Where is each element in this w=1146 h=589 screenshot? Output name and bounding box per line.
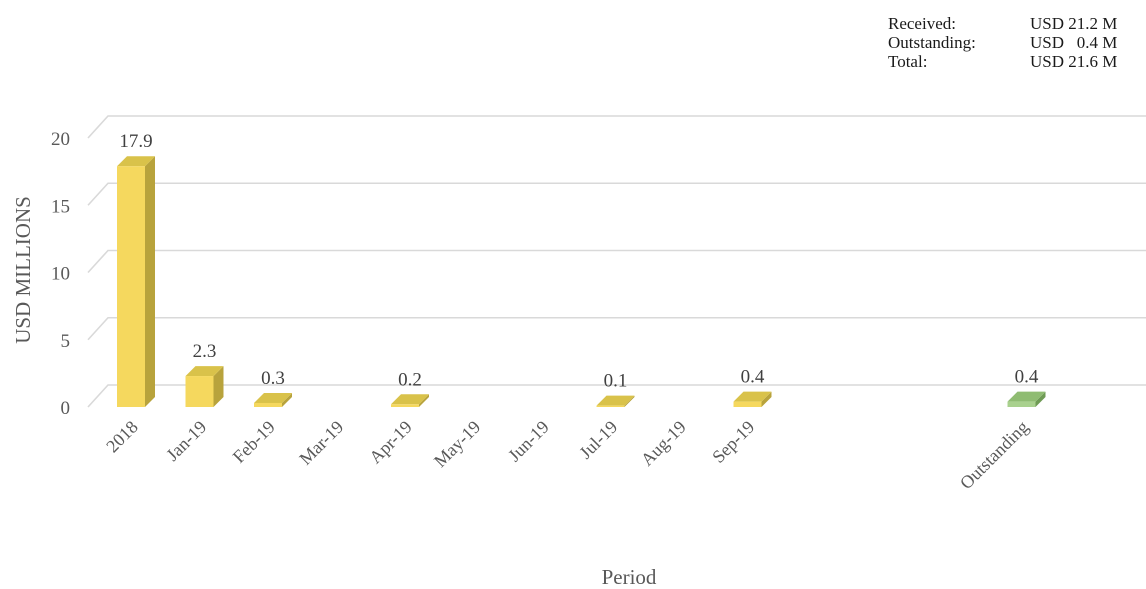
x-category-label: Mar-19 xyxy=(295,417,347,469)
data-label: 0.3 xyxy=(261,368,285,389)
y-axis-ticks: 0 5 10 15 20 xyxy=(51,129,70,419)
bar-front xyxy=(733,401,762,407)
bar-front xyxy=(117,166,145,407)
x-axis-categories: 2018 Jan-19 Feb-19 Mar-19 Apr-19 May-19 Jun-19… xyxy=(102,417,1032,493)
bar-top xyxy=(1007,391,1046,402)
data-label: 0.4 xyxy=(741,367,765,388)
y-tick-label: 20 xyxy=(51,129,70,150)
bar-received xyxy=(254,392,292,407)
bar-top xyxy=(391,394,429,405)
bar-top xyxy=(117,156,155,167)
x-category-label: Aug-19 xyxy=(637,417,690,470)
x-category-label: 2018 xyxy=(102,417,142,457)
summary-received: Received: USD 21.2 M xyxy=(888,14,1146,33)
summary-box: Received: USD 21.2 M Outstanding: USD 0.… xyxy=(888,14,1146,71)
y-axis-title: USD MILLIONS xyxy=(11,196,35,344)
bar-front xyxy=(185,376,214,407)
summary-received-label: Received: xyxy=(888,14,956,33)
data-labels: 17.9 2.3 0.3 0.2 0.1 0.4 0.4 xyxy=(119,131,1039,391)
bar-outstanding xyxy=(1007,391,1046,407)
bar-front xyxy=(391,404,419,407)
y-tick-label: 5 xyxy=(61,331,71,352)
bar-top xyxy=(733,391,772,402)
bar-side xyxy=(282,392,292,407)
gridline xyxy=(87,316,1146,341)
gridline xyxy=(87,115,1146,139)
gridlines xyxy=(87,115,1146,408)
bar-side xyxy=(624,395,635,407)
bar-received xyxy=(185,366,224,407)
x-axis-title: Period xyxy=(602,565,657,589)
bar-received xyxy=(596,395,635,407)
x-category-label: Apr-19 xyxy=(365,417,416,468)
gridline xyxy=(87,384,1146,408)
x-category-label: Outstanding xyxy=(956,417,1032,493)
bar-top xyxy=(254,392,292,403)
data-label: 0.2 xyxy=(398,369,422,390)
x-category-label: Feb-19 xyxy=(229,417,279,467)
bar-side xyxy=(419,394,429,407)
x-category-label: Jun-19 xyxy=(504,417,553,466)
bar-front xyxy=(596,405,625,407)
bar-front xyxy=(1007,401,1036,407)
summary-outstanding-value: USD 0.4 M xyxy=(1030,33,1118,52)
y-tick-label: 0 xyxy=(61,398,71,419)
bar-side xyxy=(761,391,772,407)
y-tick-label: 15 xyxy=(51,196,70,217)
bar-received xyxy=(117,156,155,407)
gridline xyxy=(87,182,1146,206)
summary-outstanding: Outstanding: USD 0.4 M xyxy=(888,33,1146,52)
x-category-label: Sep-19 xyxy=(708,417,758,467)
x-category-label: Jul-19 xyxy=(575,417,621,463)
summary-received-value: USD 21.2 M xyxy=(1030,14,1118,33)
gridline xyxy=(87,249,1146,274)
data-label: 2.3 xyxy=(193,341,217,362)
summary-total: Total: USD 21.6 M xyxy=(888,52,1146,71)
x-category-label: Jan-19 xyxy=(162,417,210,465)
y-tick-label: 10 xyxy=(51,264,70,285)
bar-front xyxy=(254,402,282,407)
bar-received xyxy=(391,394,429,407)
data-label: 0.1 xyxy=(604,371,628,392)
bar-top xyxy=(596,395,635,406)
summary-total-value: USD 21.6 M xyxy=(1030,52,1118,71)
bar-received xyxy=(733,391,772,407)
bar-top xyxy=(185,366,224,377)
summary-total-label: Total: xyxy=(888,52,928,71)
summary-outstanding-label: Outstanding: xyxy=(888,33,976,52)
bar-side xyxy=(1035,391,1046,407)
data-label: 0.4 xyxy=(1015,367,1039,388)
bar-side xyxy=(145,156,155,407)
bar-side xyxy=(213,366,224,407)
x-category-label: May-19 xyxy=(430,417,484,471)
data-label: 17.9 xyxy=(119,131,152,152)
bars xyxy=(117,156,1046,407)
